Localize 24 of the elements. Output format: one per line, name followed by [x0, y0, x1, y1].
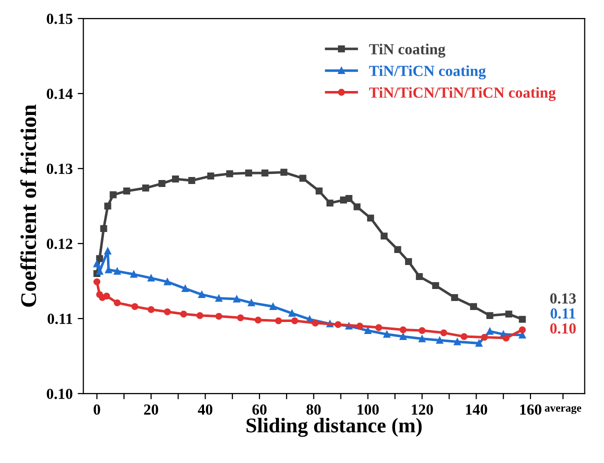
y-tick-label: 0.11	[48, 314, 72, 324]
x-tick-label: 40	[198, 404, 212, 415]
y-tick-label: 0.10	[46, 388, 72, 400]
x-tick-label: 80	[306, 404, 321, 415]
legend-label: TiN/TiCN coating	[369, 65, 486, 80]
y-tick-label: 0.15	[46, 14, 72, 24]
legend-label: TiN/TiCN/TiN/TiCN coating	[369, 87, 556, 101]
y-tick-label: 0.12	[46, 238, 72, 250]
annotation: 0.13	[550, 293, 576, 304]
legend-label: TiN coating	[369, 44, 446, 58]
x-tick-label: 140	[466, 404, 488, 415]
y-tick-label: 0.14	[46, 88, 73, 100]
y-axis-title: Coefficient of friction	[20, 104, 36, 307]
annotation: 0.11	[550, 308, 576, 319]
x-tick-label: 60	[252, 404, 267, 415]
annotation: 0.10	[550, 323, 576, 334]
x-tick-label: 120	[412, 404, 433, 415]
x-tick-label: average	[544, 406, 582, 414]
x-tick-label: 160	[520, 404, 542, 415]
y-tick-label: 0.13	[46, 164, 72, 174]
x-axis-title: Sliding distance (m)	[246, 418, 422, 437]
x-tick-label: 0	[94, 404, 100, 415]
x-tick-label: 20	[144, 404, 158, 415]
x-tick-label: 100	[358, 404, 379, 415]
